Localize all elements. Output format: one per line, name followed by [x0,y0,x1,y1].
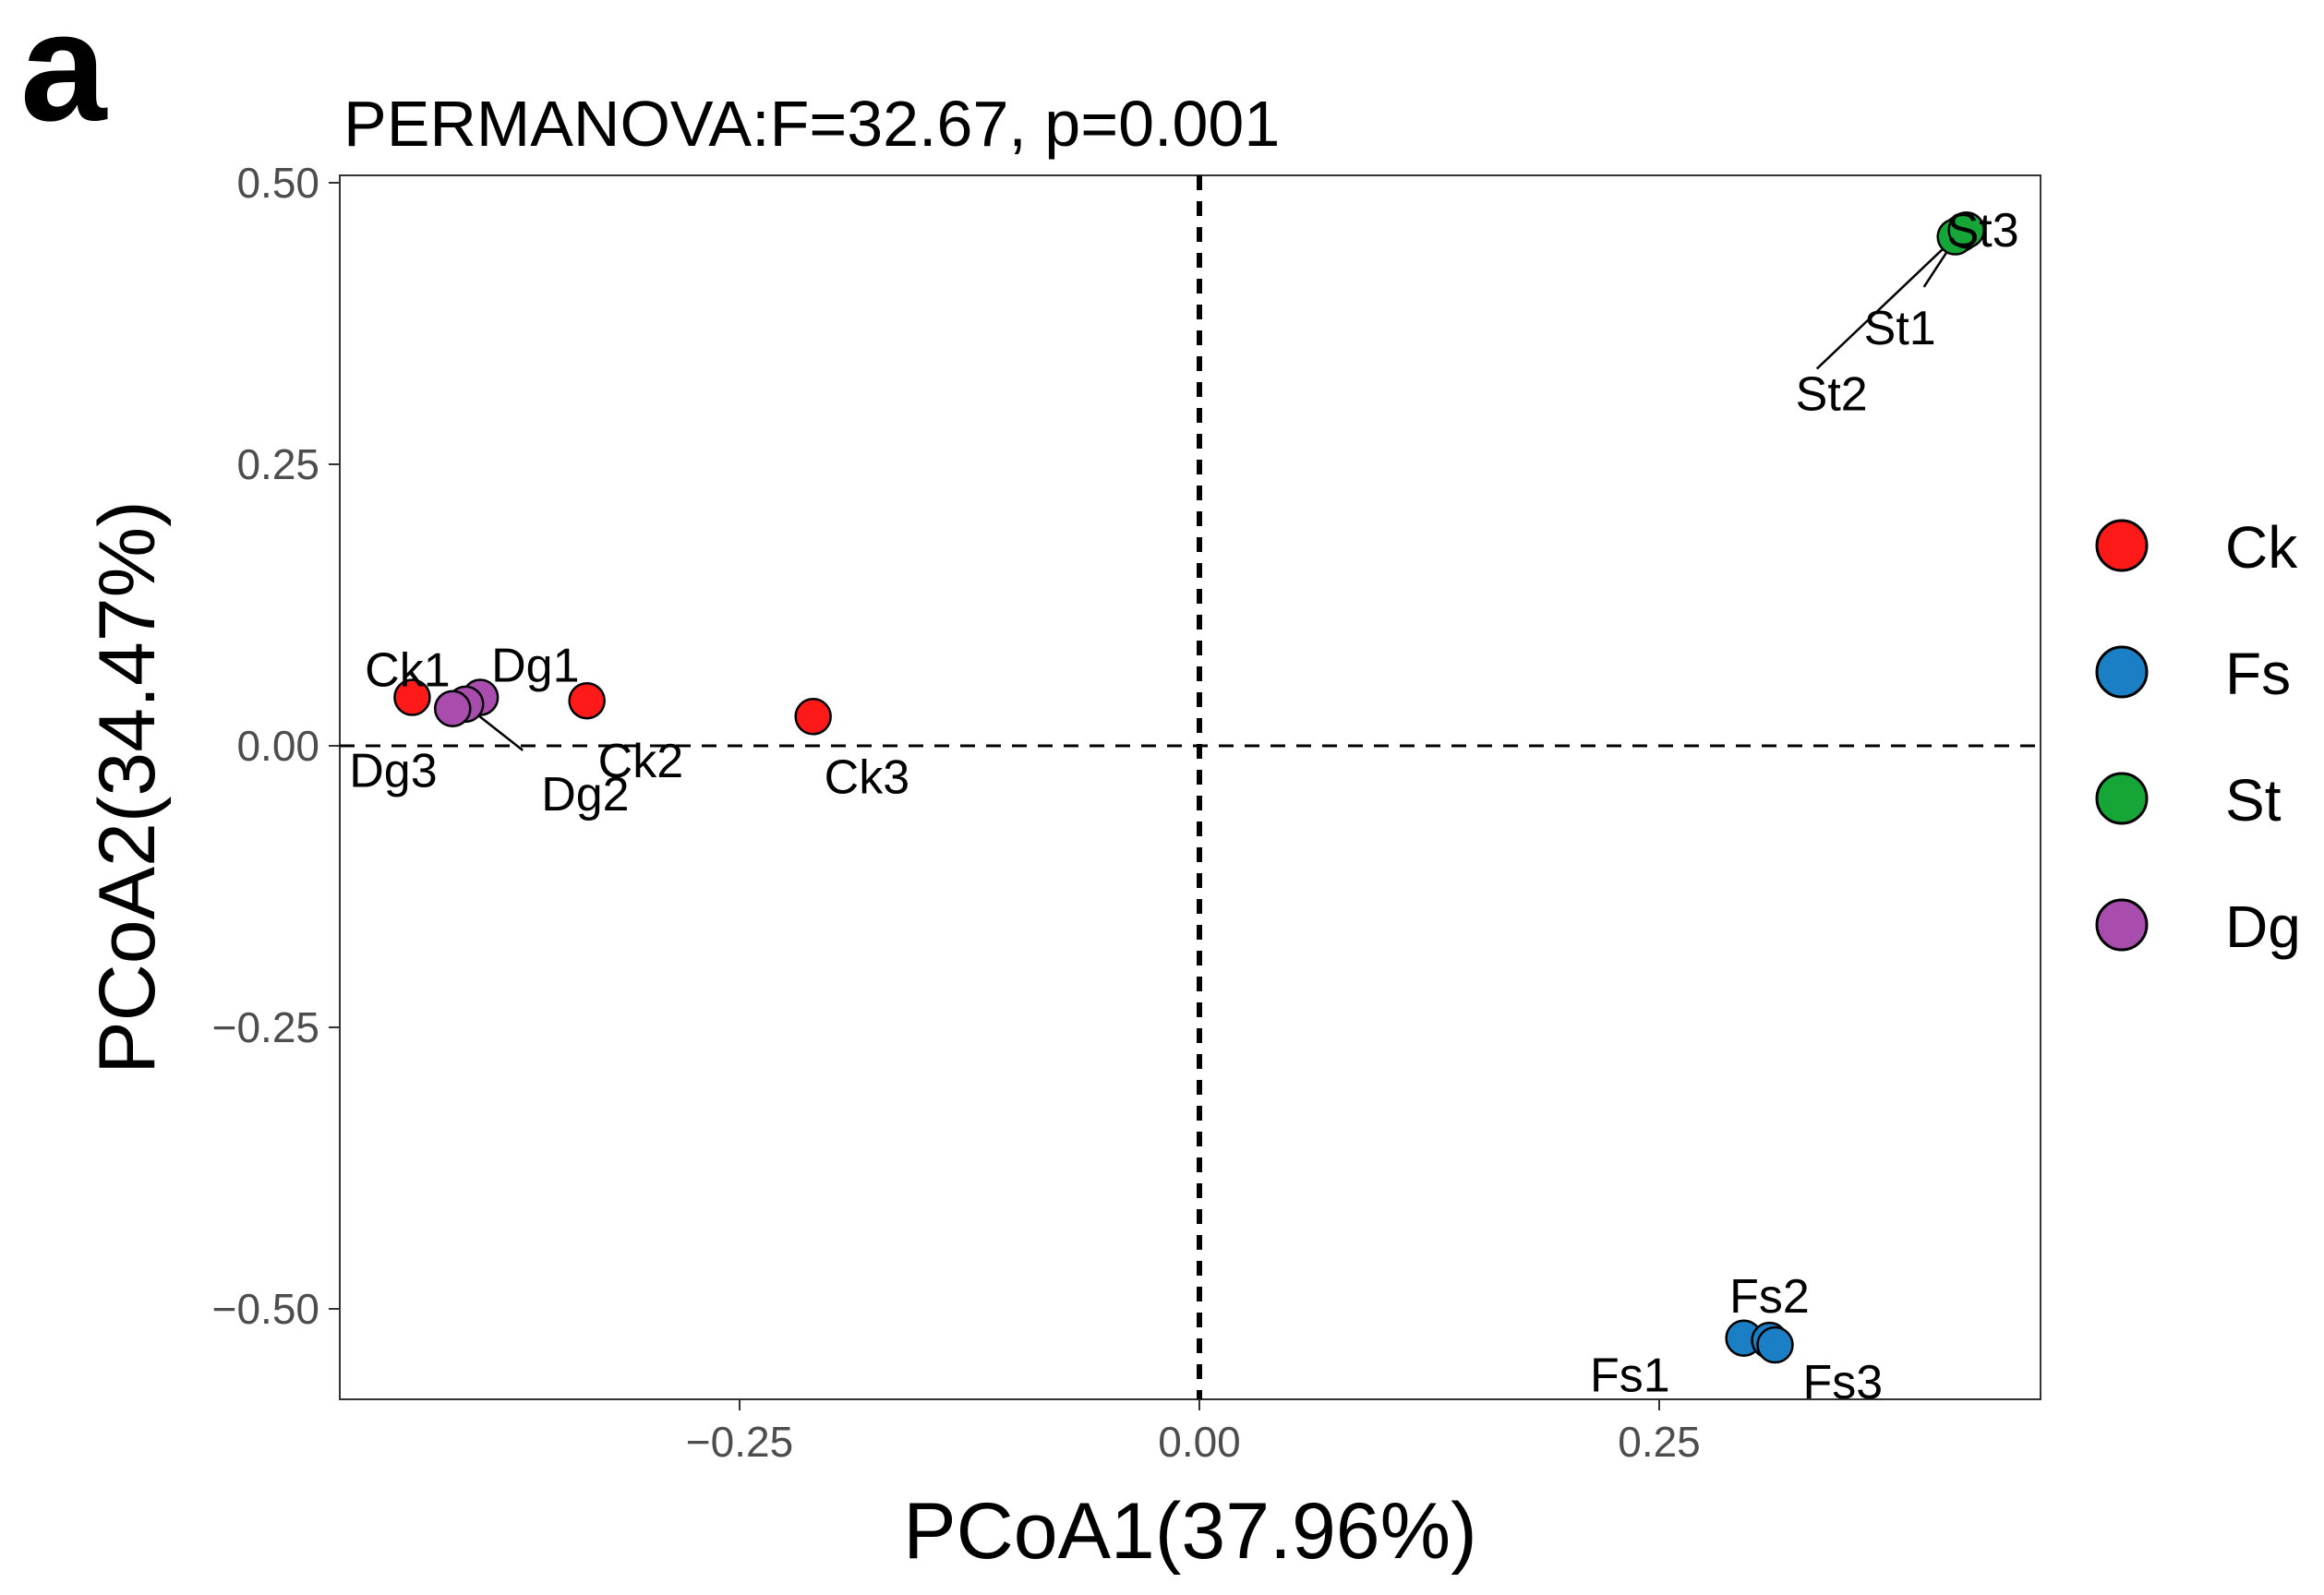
legend-label-Fs: Fs [2225,641,2291,707]
point-Ck1 [393,678,431,716]
x-axis-title: PCoA1(37.96%) [903,1487,1476,1576]
legend-key-Fs [2095,645,2149,699]
y-tick-label: 0.50 [236,159,319,207]
point-labels: Ck1 Ck2 Ck3 Dg1 Dg2 Dg3 Fs1 Fs2 Fs3 St1 St2 St3 [349,204,2018,1409]
point-Ck3 [794,698,832,736]
point-label-Ck3: Ck3 [825,750,909,804]
data-points [393,210,1985,1364]
leader-line-Dg2 [470,708,524,751]
point-label-Dg2: Dg2 [541,768,629,821]
legend-label-Ck: Ck [2225,514,2298,581]
point-label-Ck1: Ck1 [365,644,450,698]
y-axis-title: PCoA2(34.47%) [83,500,172,1073]
point-label-Dg1: Dg1 [491,640,579,693]
point-Ck2 [568,681,606,720]
x-tick-label: −0.25 [686,1418,793,1466]
legend-key-St [2095,772,2149,825]
plot-panel [339,174,2041,1400]
legend-key-Ck [2095,519,2149,572]
point-label-St2: St2 [1796,368,1868,422]
point-label-St1: St1 [1864,302,1936,355]
point-Fs3 [1756,1325,1794,1364]
point-Dg3 [433,690,472,727]
legend: Ck Fs St Dg [2095,514,2301,960]
point-label-St3: St3 [1947,204,2019,258]
y-tick-label: 0.25 [236,440,319,488]
point-label-Ck2: Ck2 [598,735,683,788]
y-tick-label: 0.00 [236,722,319,770]
panel-letter: a [20,0,108,153]
y-tick-label: −0.50 [212,1285,319,1333]
point-label-Fs2: Fs2 [1729,1270,1810,1324]
point-label-Dg3: Dg3 [349,745,437,798]
leader-line-St2 [1815,241,1951,370]
x-axis-ticks: −0.25 0.00 0.25 [686,1399,1701,1466]
point-St3 [1947,210,1985,249]
chart-title: PERMANOVA:F=32.67, p=0.001 [343,88,1280,160]
point-label-Fs1: Fs1 [1590,1349,1670,1403]
y-axis-ticks: 0.50 0.25 0.00 −0.25 −0.50 [212,159,340,1333]
legend-key-Dg [2095,898,2149,952]
x-tick-label: 0.25 [1618,1418,1701,1466]
point-label-Fs3: Fs3 [1802,1356,1883,1409]
legend-label-Dg: Dg [2225,893,2301,960]
x-tick-label: 0.00 [1158,1418,1241,1466]
legend-label-St: St [2225,767,2282,833]
y-tick-label: −0.25 [212,1003,319,1051]
